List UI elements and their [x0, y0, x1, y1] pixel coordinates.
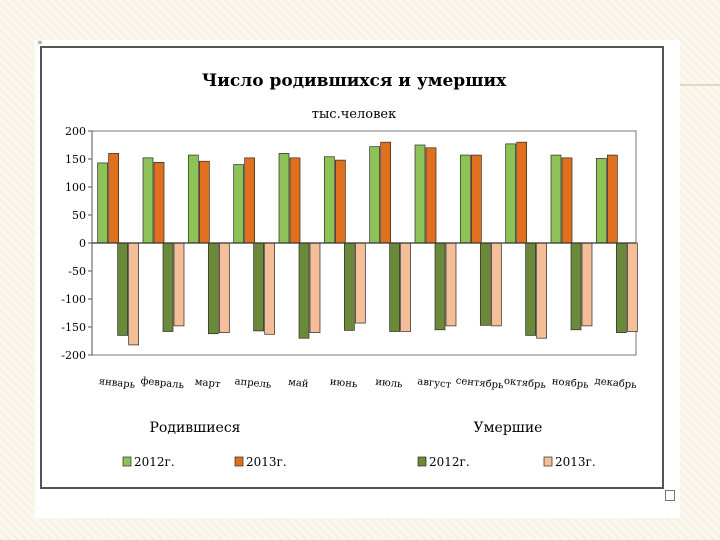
bar-deaths-2013: [626, 242, 638, 332]
x-tick-label: декабрь: [594, 376, 638, 391]
corner-marker: [665, 490, 675, 501]
legend-swatch: [543, 456, 553, 467]
y-tick-label: 50: [72, 209, 86, 222]
x-tick-label: май: [288, 377, 310, 390]
bar-births-2012: [278, 153, 290, 244]
bar-births-2013: [516, 141, 528, 244]
bar-deaths-2012: [298, 242, 310, 339]
bar-deaths-2013: [400, 242, 412, 332]
bar-births-2013: [561, 157, 573, 244]
y-tick-label: -100: [61, 293, 86, 306]
x-tick-label: февраль: [140, 376, 185, 392]
y-tick-label: -200: [61, 349, 86, 362]
x-tick-label: март: [194, 377, 221, 391]
legend-group-births: Родившиеся: [150, 420, 241, 436]
bar-births-2013: [470, 154, 482, 244]
y-tick-label: 150: [65, 153, 86, 166]
bar-births-2012: [323, 156, 335, 244]
bar-deaths-2012: [162, 242, 174, 332]
bar-deaths-2012: [525, 242, 537, 336]
y-tick-label: -150: [61, 321, 86, 334]
bar-deaths-2012: [434, 242, 446, 331]
x-tick-label: июнь: [329, 377, 358, 391]
bar-deaths-2013: [264, 242, 276, 335]
bar-deaths-2013: [445, 242, 457, 327]
chart-subtitle: тыс.человек: [312, 107, 396, 122]
x-tick-label: август: [417, 376, 452, 391]
bar-births-2012: [233, 164, 245, 244]
bar-births-2012: [595, 158, 607, 244]
bar-deaths-2013: [173, 242, 185, 327]
bar-births-2013: [108, 153, 120, 244]
bar-births-2012: [187, 154, 199, 244]
chart-title: Число родившихся и умерших: [202, 71, 507, 91]
bar-births-2012: [369, 146, 381, 244]
x-tick-label: октябрь: [503, 376, 546, 391]
bar-births-2013: [244, 157, 256, 244]
bar-births-2013: [606, 154, 618, 244]
bar-births-2013: [198, 160, 210, 244]
y-tick-label: 0: [79, 237, 86, 250]
bar-deaths-2012: [253, 242, 265, 332]
y-tick-label: 200: [65, 125, 86, 138]
bar-births-2013: [334, 159, 346, 244]
bar-births-2012: [142, 157, 154, 244]
bar-births-2012: [459, 154, 471, 244]
y-tick-label: 100: [65, 181, 86, 194]
x-tick-label: январь: [98, 376, 136, 391]
bar-births-2012: [550, 154, 562, 244]
bar-deaths-2012: [389, 242, 401, 332]
bar-births-2012: [414, 144, 426, 244]
decorative-line: [678, 84, 720, 86]
legend-label: 2013г.: [555, 455, 596, 469]
bar-births-2013: [425, 147, 437, 244]
bar-births-2012: [505, 143, 517, 244]
bar-deaths-2013: [218, 242, 230, 333]
bar-deaths-2012: [479, 242, 491, 326]
bar-deaths-2013: [309, 242, 321, 333]
plot-area: 200 150 100 50 0 -50 -100 -150 -200 январь февраль…: [61, 125, 638, 469]
bar-deaths-2013: [536, 242, 548, 339]
bar-births-2013: [289, 157, 301, 244]
bar-deaths-2012: [117, 242, 129, 336]
y-tick-label: -50: [68, 265, 86, 278]
legend-swatch: [234, 456, 244, 467]
bar-deaths-2012: [615, 242, 627, 333]
legend-label: 2013г.: [246, 455, 287, 469]
bar-deaths-2012: [207, 242, 219, 335]
legend-label: 2012г.: [134, 455, 175, 469]
bullet-mark: »: [37, 38, 43, 48]
bar-deaths-2012: [343, 242, 355, 331]
bar-deaths-2012: [570, 242, 582, 331]
legend-swatch: [417, 456, 427, 467]
bar-deaths-2013: [581, 242, 593, 327]
x-tick-label: апрель: [234, 376, 272, 391]
bar-deaths-2013: [490, 242, 502, 327]
bar-deaths-2013: [354, 242, 366, 324]
legend-group-deaths: Умершие: [474, 420, 543, 436]
legend-label: 2012г.: [429, 455, 470, 469]
x-tick-label: ноябрь: [551, 376, 589, 391]
x-tick-label: июль: [375, 377, 404, 391]
legend-swatch: [122, 456, 132, 467]
bar-births-2013: [153, 162, 165, 244]
bar-births-2012: [97, 162, 109, 244]
bar-births-2013: [380, 141, 392, 244]
bar-deaths-2013: [128, 242, 140, 346]
x-tick-label: сентябрь: [455, 376, 504, 392]
